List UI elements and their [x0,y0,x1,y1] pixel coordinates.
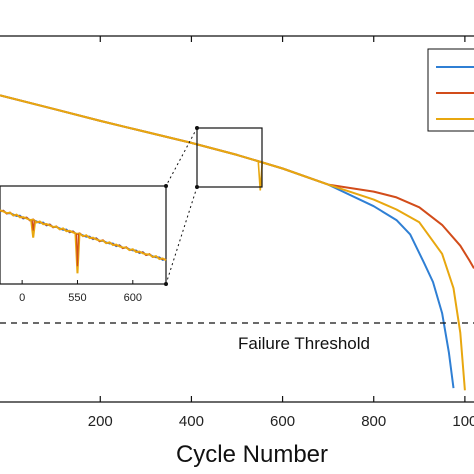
inset-x-ticks: 0 550 600 [19,280,142,304]
inset-tick-label: 600 [124,292,142,304]
inset-spike [74,233,81,274]
x-tick-label: 600 [270,413,295,430]
inset-series-line-3 [0,209,167,262]
zoom-connector-line [165,186,198,285]
main-plot-lines [0,94,474,391]
x-axis-title: Cycle Number [176,441,328,468]
x-axis-ticks: 200 400 600 800 100 [88,36,474,430]
zoom-connector-line [165,127,198,187]
inset-panel: 0 550 600 [0,184,168,304]
inset-plot-lines [0,209,167,274]
x-tick-label: 400 [179,413,204,430]
series-line-3 [0,94,466,391]
inset-spike [31,220,35,231]
x-tick-label: 100 [452,413,474,430]
legend-items [436,66,474,120]
inset-corner-marker [164,282,168,286]
failure-threshold-label: Failure Threshold [238,334,370,353]
inset-spike [75,233,80,267]
inset-spike [30,220,37,238]
legend-box [427,48,474,132]
legend [427,48,474,132]
x-tick-label: 200 [88,413,113,430]
inset-tick-label: 550 [68,292,86,304]
inset-corner-marker [164,184,168,188]
inset-tick-label: 0 [19,292,25,304]
x-tick-label: 800 [361,413,386,430]
zoom-region-box [196,127,263,188]
